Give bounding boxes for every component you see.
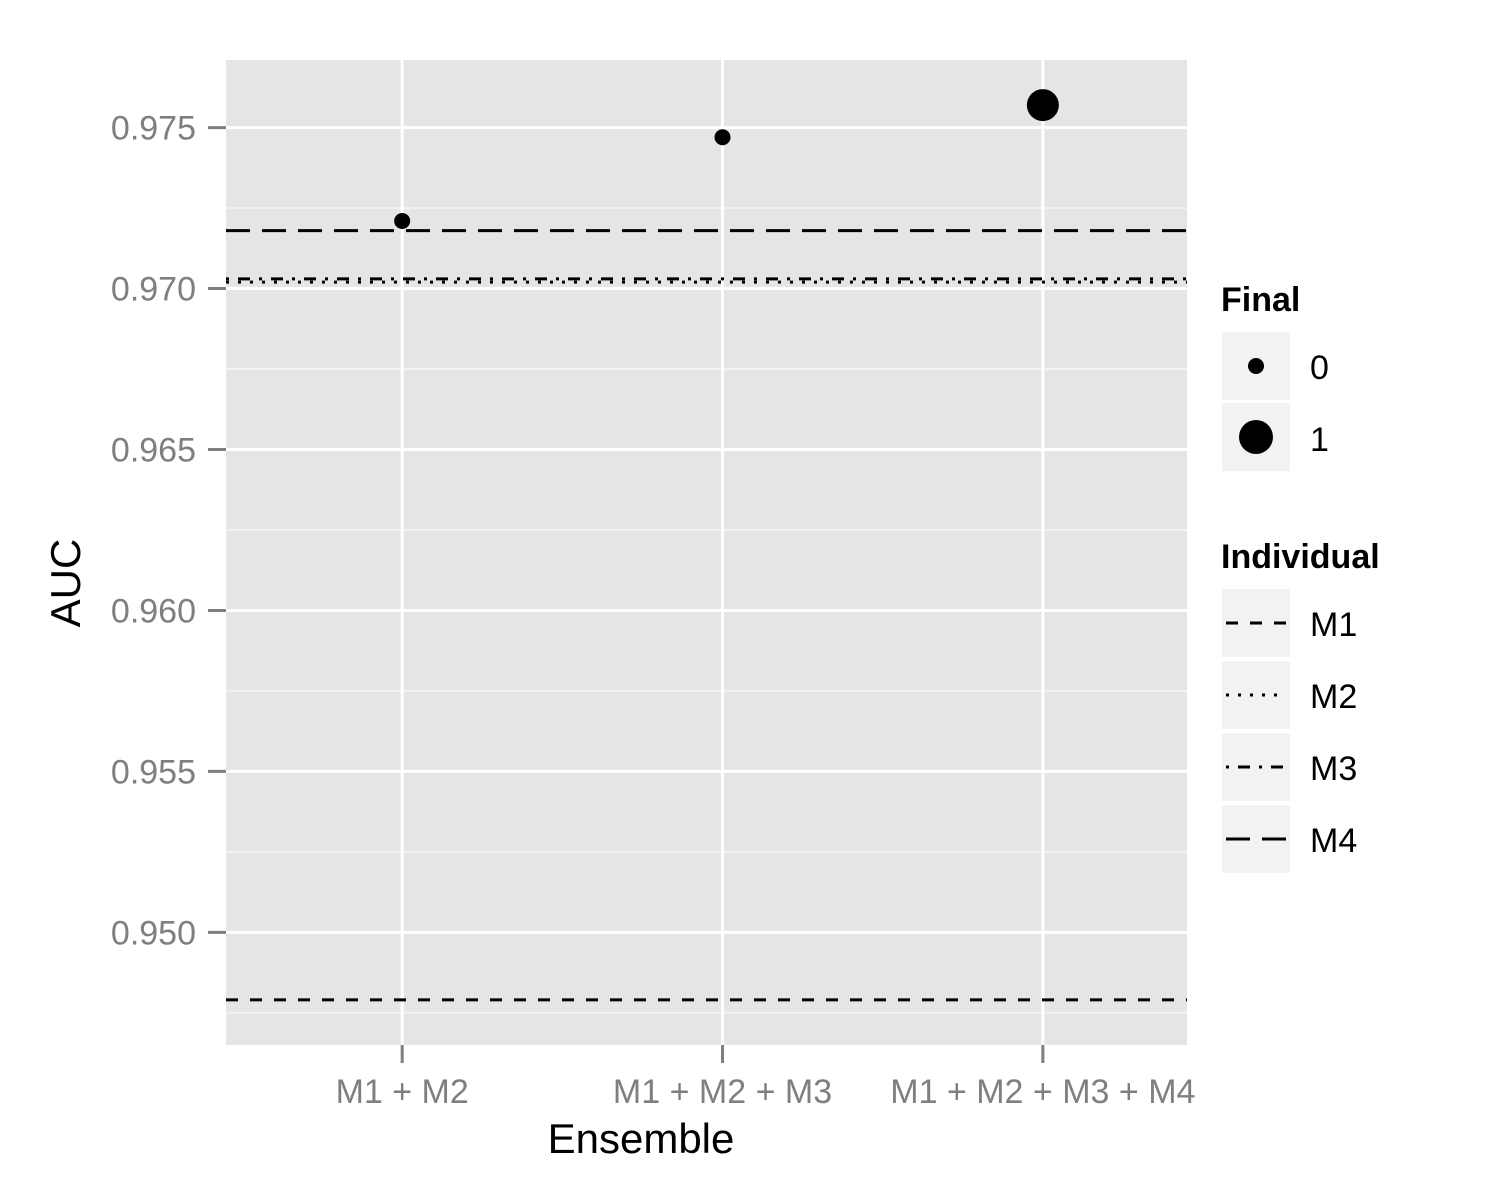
legend-individual-label: M2: [1310, 678, 1357, 716]
reference-lines: [226, 229, 1187, 1002]
grid-lines: [226, 60, 1187, 1045]
legend-final: Final 0 1: [1221, 281, 1329, 471]
x-tick-label: M1 + M2 + M3: [613, 1073, 832, 1111]
legend-key-bg: [1222, 661, 1290, 729]
legend-individual-label: M4: [1310, 822, 1357, 860]
legend-final-label: 0: [1310, 349, 1329, 387]
legend-individual: Individual M1 M2 M3 M4: [1221, 538, 1380, 873]
y-tick-label: 0.960: [111, 592, 196, 630]
legend-final-label: 1: [1310, 421, 1329, 459]
y-axis: 0.950 0.955 0.960 0.965 0.970 0.975: [111, 110, 226, 952]
legend-final-title: Final: [1221, 281, 1300, 319]
y-axis-title: AUC: [42, 539, 89, 628]
legend-individual-label: M1: [1310, 606, 1357, 644]
legend-individual-label: M3: [1310, 750, 1357, 788]
data-point: [1026, 89, 1059, 122]
y-tick-label: 0.950: [111, 914, 196, 952]
plot-panel: [226, 60, 1187, 1045]
data-point: [714, 129, 731, 146]
data-point: [394, 212, 411, 229]
legend-key-point-small: [1248, 358, 1264, 374]
x-tick-label: M1 + M2: [336, 1073, 469, 1111]
y-tick-label: 0.955: [111, 753, 196, 791]
x-axis-title: Ensemble: [548, 1115, 735, 1162]
x-tick-label: M1 + M2 + M3 + M4: [890, 1073, 1195, 1111]
y-tick-label: 0.975: [111, 110, 196, 148]
legend-key-point-large: [1239, 420, 1273, 454]
legend-individual-title: Individual: [1221, 538, 1380, 576]
y-tick-label: 0.965: [111, 431, 196, 469]
x-axis: M1 + M2 M1 + M2 + M3 M1 + M2 + M3 + M4: [336, 1045, 1195, 1111]
y-tick-label: 0.970: [111, 271, 196, 309]
data-points: [394, 89, 1059, 229]
